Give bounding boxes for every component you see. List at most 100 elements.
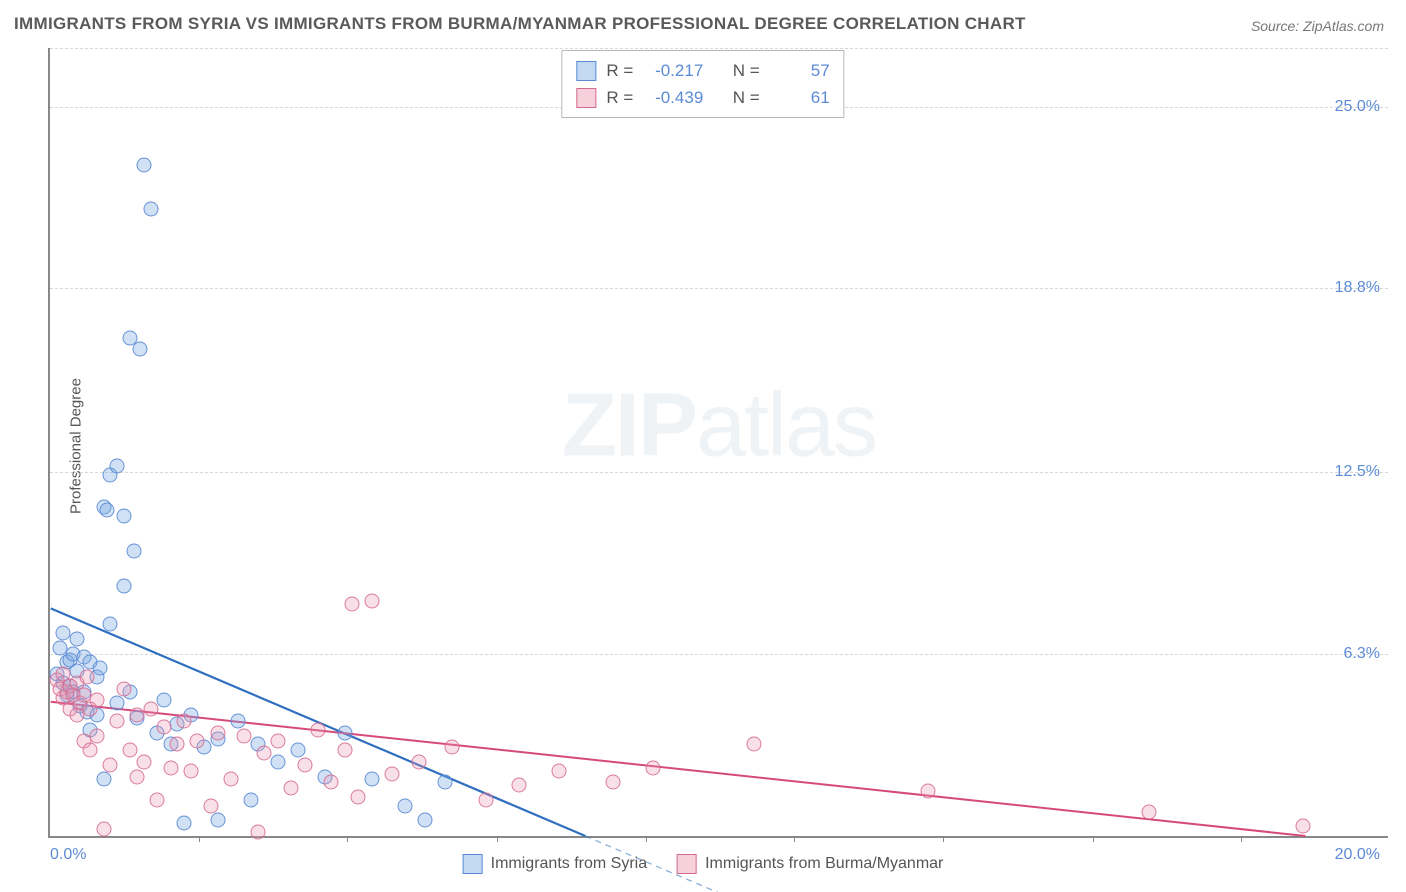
scatter-point [130, 769, 145, 784]
legend-label-0: Immigrants from Syria [491, 855, 647, 873]
scatter-point [110, 713, 125, 728]
legend-swatch-blue [463, 854, 483, 874]
scatter-point [116, 681, 131, 696]
scatter-point [284, 781, 299, 796]
scatter-point [96, 822, 111, 837]
x-tick-mark [646, 836, 647, 842]
scatter-point [398, 798, 413, 813]
scatter-point [99, 503, 114, 518]
scatter-point [411, 754, 426, 769]
legend-item-0: Immigrants from Syria [463, 854, 647, 874]
scatter-point [418, 813, 433, 828]
scatter-point [96, 772, 111, 787]
scatter-point [351, 790, 366, 805]
r-label: R = [606, 84, 633, 111]
scatter-point [203, 798, 218, 813]
n-label: N = [733, 57, 760, 84]
scatter-point [237, 728, 252, 743]
scatter-point [83, 743, 98, 758]
n-value-1: 61 [770, 84, 830, 111]
scatter-point [746, 737, 761, 752]
legend-stats-row-0: R = -0.217 N = 57 [576, 57, 829, 84]
x-tick-mark [347, 836, 348, 842]
x-tick-mark [497, 836, 498, 842]
scatter-point [116, 509, 131, 524]
legend-item-1: Immigrants from Burma/Myanmar [677, 854, 943, 874]
scatter-point [183, 763, 198, 778]
n-label: N = [733, 84, 760, 111]
x-tick-mark [943, 836, 944, 842]
scatter-point [384, 766, 399, 781]
chart-title: IMMIGRANTS FROM SYRIA VS IMMIGRANTS FROM… [14, 14, 1026, 34]
x-tick-right: 20.0% [1335, 846, 1380, 864]
scatter-point [364, 594, 379, 609]
scatter-point [190, 734, 205, 749]
legend-series: Immigrants from Syria Immigrants from Bu… [463, 854, 944, 874]
scatter-point [270, 754, 285, 769]
scatter-point [646, 760, 661, 775]
scatter-point [156, 719, 171, 734]
scatter-point [920, 784, 935, 799]
scatter-point [230, 713, 245, 728]
scatter-point [445, 740, 460, 755]
watermark: ZIPatlas [562, 375, 876, 478]
scatter-point [89, 693, 104, 708]
scatter-point [364, 772, 379, 787]
legend-label-1: Immigrants from Burma/Myanmar [705, 855, 943, 873]
scatter-point [163, 760, 178, 775]
scatter-point [290, 743, 305, 758]
scatter-point [337, 743, 352, 758]
watermark-bold: ZIP [562, 376, 696, 476]
scatter-point [210, 813, 225, 828]
scatter-point [1295, 819, 1310, 834]
scatter-point [110, 696, 125, 711]
y-tick-label: 18.8% [1335, 279, 1380, 297]
scatter-point [478, 792, 493, 807]
scatter-point [69, 632, 84, 647]
scatter-point [438, 775, 453, 790]
legend-stats: R = -0.217 N = 57 R = -0.439 N = 61 [561, 50, 844, 118]
x-tick-mark [1241, 836, 1242, 842]
scatter-point [123, 743, 138, 758]
scatter-point [512, 778, 527, 793]
scatter-point [116, 579, 131, 594]
scatter-point [210, 725, 225, 740]
scatter-point [344, 596, 359, 611]
scatter-point [177, 816, 192, 831]
scatter-point [133, 342, 148, 357]
scatter-point [143, 702, 158, 717]
legend-swatch-pink [576, 88, 596, 108]
scatter-point [93, 661, 108, 676]
source-credit: Source: ZipAtlas.com [1251, 18, 1384, 34]
legend-stats-row-1: R = -0.439 N = 61 [576, 84, 829, 111]
r-label: R = [606, 57, 633, 84]
scatter-point [126, 544, 141, 559]
r-value-0: -0.217 [643, 57, 703, 84]
scatter-point [170, 737, 185, 752]
x-tick-left: 0.0% [50, 846, 86, 864]
gridline [50, 654, 1388, 655]
scatter-point [337, 725, 352, 740]
scatter-point [110, 459, 125, 474]
scatter-point [156, 693, 171, 708]
scatter-point [136, 754, 151, 769]
scatter-point [103, 617, 118, 632]
gridline [50, 48, 1388, 49]
plot-area: ZIPatlas 0.0% 20.0% 6.3%12.5%18.8%25.0% [48, 48, 1388, 838]
scatter-point [136, 158, 151, 173]
scatter-point [1141, 804, 1156, 819]
scatter-point [257, 746, 272, 761]
scatter-point [605, 775, 620, 790]
y-tick-label: 25.0% [1335, 98, 1380, 116]
legend-swatch-pink [677, 854, 697, 874]
trend-lines [50, 48, 1388, 836]
scatter-point [223, 772, 238, 787]
r-value-1: -0.439 [643, 84, 703, 111]
scatter-point [244, 792, 259, 807]
x-tick-mark [794, 836, 795, 842]
scatter-point [552, 763, 567, 778]
scatter-point [311, 722, 326, 737]
scatter-point [150, 792, 165, 807]
y-tick-label: 12.5% [1335, 463, 1380, 481]
scatter-point [270, 734, 285, 749]
